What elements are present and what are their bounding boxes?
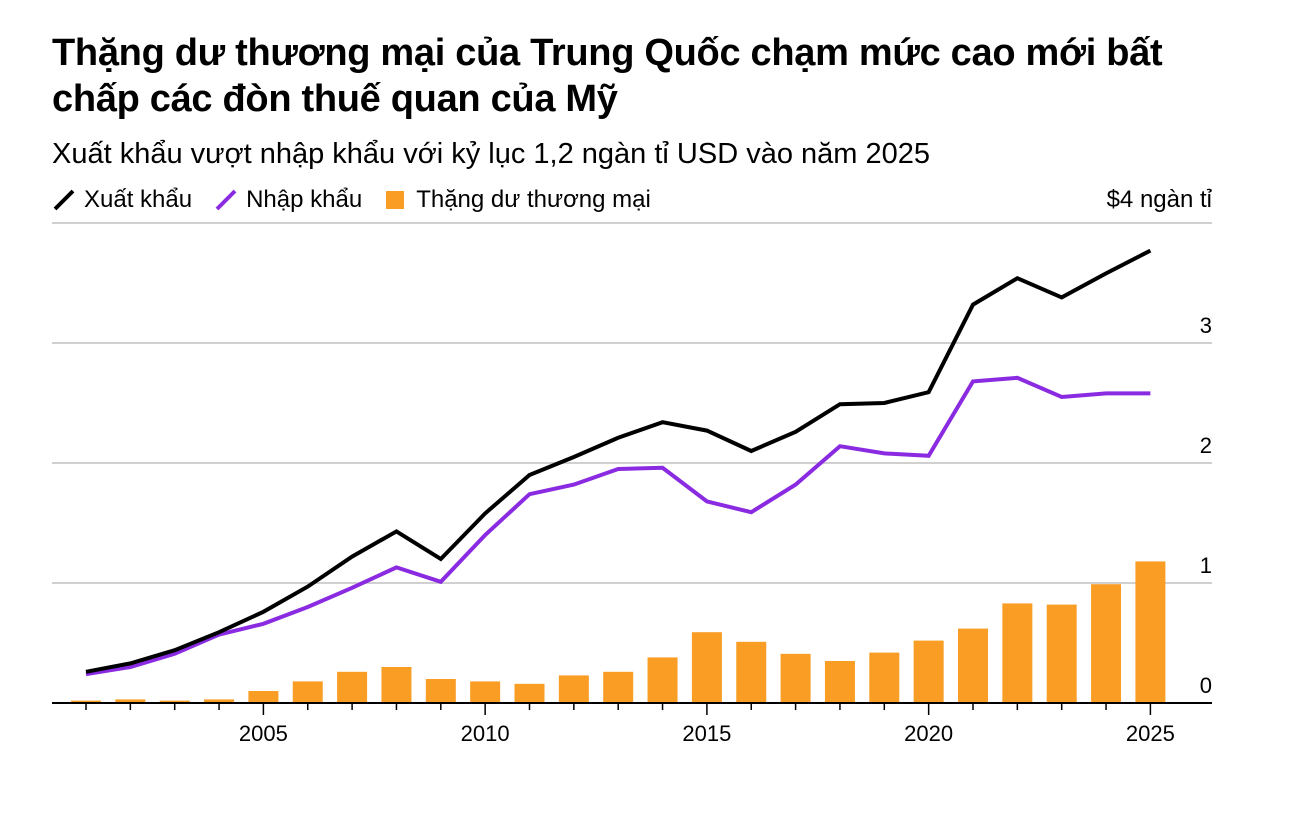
chart-subtitle: Xuất khẩu vượt nhập khẩu với kỷ lục 1,2 … [52,138,931,170]
bar-surplus-2014 [647,657,678,703]
bar-surplus-2008 [381,667,412,703]
x-tick-label: 2025 [1126,721,1175,746]
bar-surplus-2002 [115,699,146,703]
legend-label-imports: Nhập khẩu [246,186,363,213]
line-imports [85,375,1151,677]
bar-surplus-2007 [337,671,368,703]
bar-surplus-2017 [780,653,811,703]
y-tick-label: 1 [1200,553,1212,578]
bar-surplus-2003 [159,700,190,703]
y-tick-label: 3 [1200,313,1212,338]
x-tick-label: 2010 [461,721,510,746]
bar-surplus-2023 [1046,604,1077,703]
legend-item-exports: Xuất khẩu [52,186,192,214]
x-tick-label: 2015 [682,721,731,746]
bar-surplus-2018 [824,661,855,703]
line-exports [85,248,1152,674]
bar-surplus-2006 [292,681,323,703]
legend-square-icon-surplus [386,191,405,209]
legend-label-surplus: Thặng dư thương mại [416,186,651,213]
bar-surplus-2004 [204,699,235,703]
bar-surplus-2001 [71,700,101,703]
bar-surplus-2015 [691,632,722,703]
bar-surplus-2025 [1135,561,1166,703]
bar-surplus-2013 [603,671,634,703]
bar-surplus-2016 [736,641,767,703]
bar-surplus-2009 [425,679,456,703]
y-tick-label: 0 [1200,673,1212,698]
bar-surplus-2022 [1002,603,1033,703]
y-axis-unit-label: $4 ngàn tỉ [1106,186,1212,213]
legend-label-exports: Xuất khẩu [84,186,193,213]
bar-surplus-2019 [869,652,900,703]
bar-surplus-2024 [1091,584,1122,703]
bar-surplus-2021 [958,628,988,703]
chart-title: Thặng dư thương mại của Trung Quốc chạm … [52,32,1163,120]
legend: Xuất khẩu Nhập khẩu Thặng dư thương mại [52,186,673,214]
legend-item-surplus: Thặng dư thương mại [384,186,651,214]
x-tick-label: 2020 [904,721,953,746]
bar-surplus-2020 [913,640,944,703]
bar-surplus-2010 [470,681,501,703]
legend-line-icon-imports [215,189,237,211]
x-tick-label: 2005 [239,721,288,746]
y-tick-label: 2 [1200,433,1212,458]
bar-surplus-2011 [514,683,545,703]
bar-surplus-2012 [558,675,589,703]
legend-line-icon-exports [53,189,75,211]
bar-surplus-2005 [248,691,279,703]
legend-item-imports: Nhập khẩu [214,186,362,214]
